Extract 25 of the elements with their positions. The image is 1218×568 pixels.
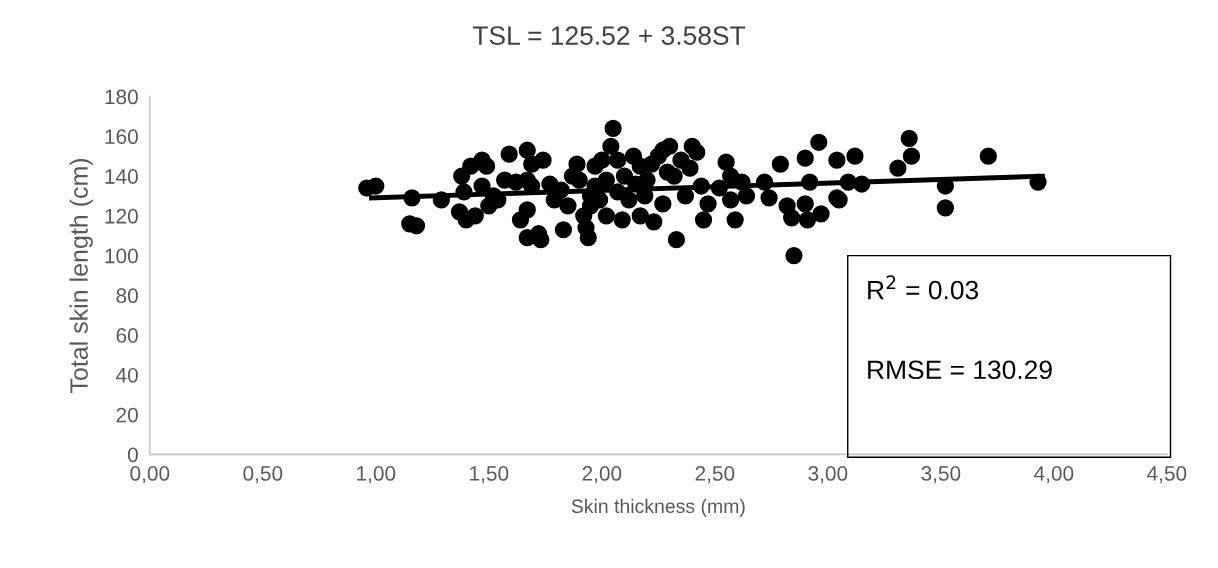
y-tick-label: 160	[105, 129, 138, 145]
y-tick-label: 20	[116, 407, 138, 423]
x-tick-label: 4,50	[1147, 466, 1187, 484]
x-tick-label: 1,50	[470, 466, 509, 484]
y-tick-label: 40	[116, 367, 138, 383]
x-axis-title: Skin thickness (mm)	[571, 498, 745, 517]
chart-title: TSL = 125.52 + 3.58ST	[472, 26, 746, 45]
y-tick-label: 60	[116, 328, 138, 343]
x-tick-label: 3,00	[808, 466, 848, 484]
y-tick-label: 140	[105, 169, 138, 184]
y-tick-label: 120	[105, 208, 138, 224]
y-tick-label: 0	[127, 447, 138, 463]
x-tick-label: 0,50	[243, 466, 283, 484]
x-tick-label: 2,50	[695, 466, 735, 484]
x-tick-label: 4,00	[1034, 466, 1074, 484]
y-axis-title: Total skin length (cm)	[69, 158, 93, 393]
y-tick-label: 80	[116, 288, 138, 304]
y-tick-label: 180	[105, 89, 138, 105]
annotation: RMSE = 130.29	[868, 360, 1052, 380]
x-tick-label: 0,00	[130, 466, 170, 484]
x-tick-label: 3,50	[921, 466, 961, 484]
x-tick-label: 1,00	[357, 466, 396, 484]
x-tick-label: 2,00	[582, 466, 622, 484]
annotation: R$^{2}$ = 0.03	[868, 275, 979, 300]
y-tick-label: 100	[105, 248, 138, 264]
